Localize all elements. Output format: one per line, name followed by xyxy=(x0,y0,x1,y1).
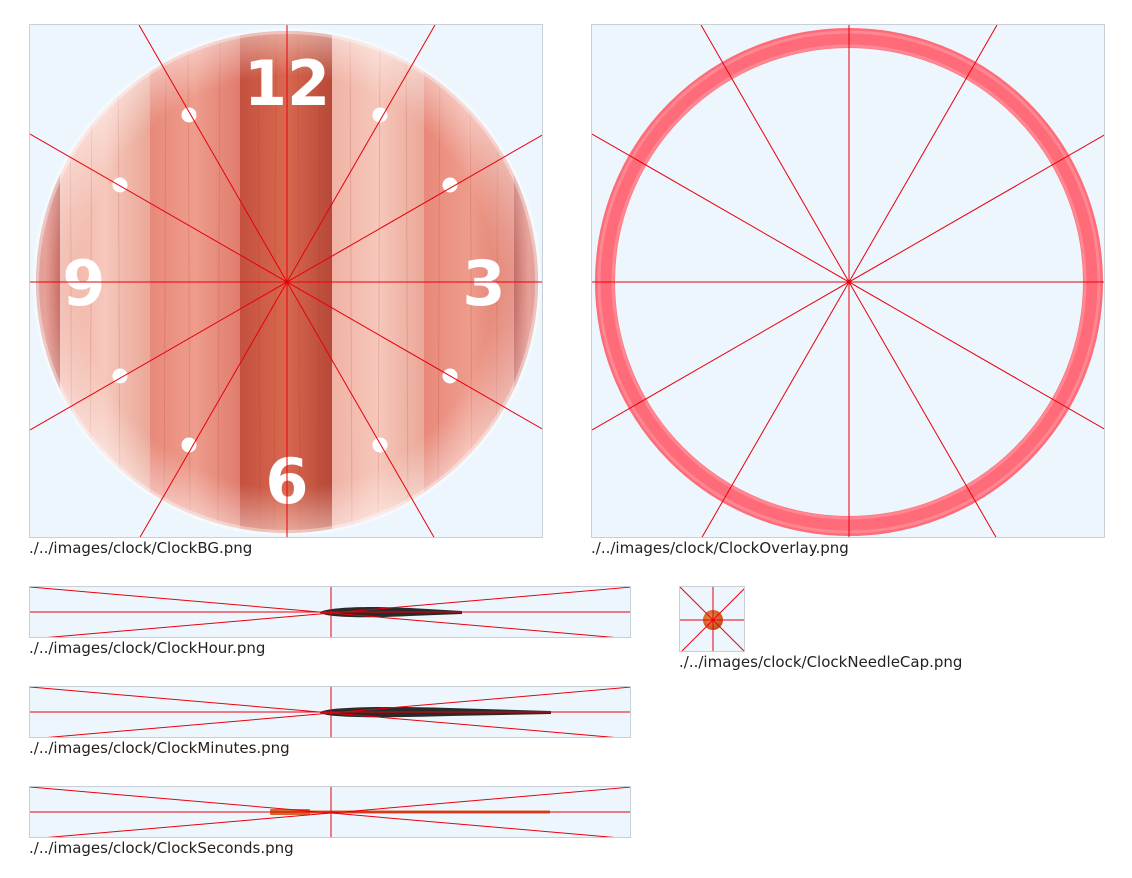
clock-hour-caption: ./../images/clock/ClockHour.png xyxy=(29,639,266,657)
clock-bg-image: 12 3 6 9 xyxy=(30,25,542,537)
guide-lines xyxy=(30,587,630,637)
clock-seconds-caption: ./../images/clock/ClockSeconds.png xyxy=(29,839,294,857)
clock-seconds-image xyxy=(30,787,630,837)
hour-marker-8 xyxy=(112,368,128,384)
clock-minutes-image xyxy=(30,687,630,737)
guide-lines xyxy=(30,687,630,737)
hour-marker-10 xyxy=(112,177,128,193)
clock-hour-preview xyxy=(29,586,631,638)
guide-lines xyxy=(30,25,542,537)
hour-marker-1 xyxy=(372,107,388,123)
clock-needle-cap-preview xyxy=(679,586,745,652)
numeral-9: 9 xyxy=(62,247,105,320)
clock-overlay-image xyxy=(592,25,1104,537)
hour-marker-7 xyxy=(181,437,197,453)
clock-needle-cap-image xyxy=(680,587,744,651)
clock-minutes-preview xyxy=(29,686,631,738)
clock-hour-image xyxy=(30,587,630,637)
hour-marker-5 xyxy=(372,437,388,453)
clock-seconds-preview xyxy=(29,786,631,838)
clock-bg-caption: ./../images/clock/ClockBG.png xyxy=(29,539,253,557)
clock-bg-preview: 12 3 6 9 xyxy=(29,24,543,538)
guide-lines xyxy=(592,25,1104,537)
clock-needle-cap-caption: ./../images/clock/ClockNeedleCap.png xyxy=(679,653,963,671)
clock-minutes-caption: ./../images/clock/ClockMinutes.png xyxy=(29,739,290,757)
clock-overlay-caption: ./../images/clock/ClockOverlay.png xyxy=(591,539,849,557)
numeral-3: 3 xyxy=(462,247,505,320)
hour-markers xyxy=(112,107,458,453)
guide-lines xyxy=(680,587,744,651)
hour-marker-2 xyxy=(442,177,458,193)
guide-lines xyxy=(30,787,630,837)
clock-overlay-preview xyxy=(591,24,1105,538)
